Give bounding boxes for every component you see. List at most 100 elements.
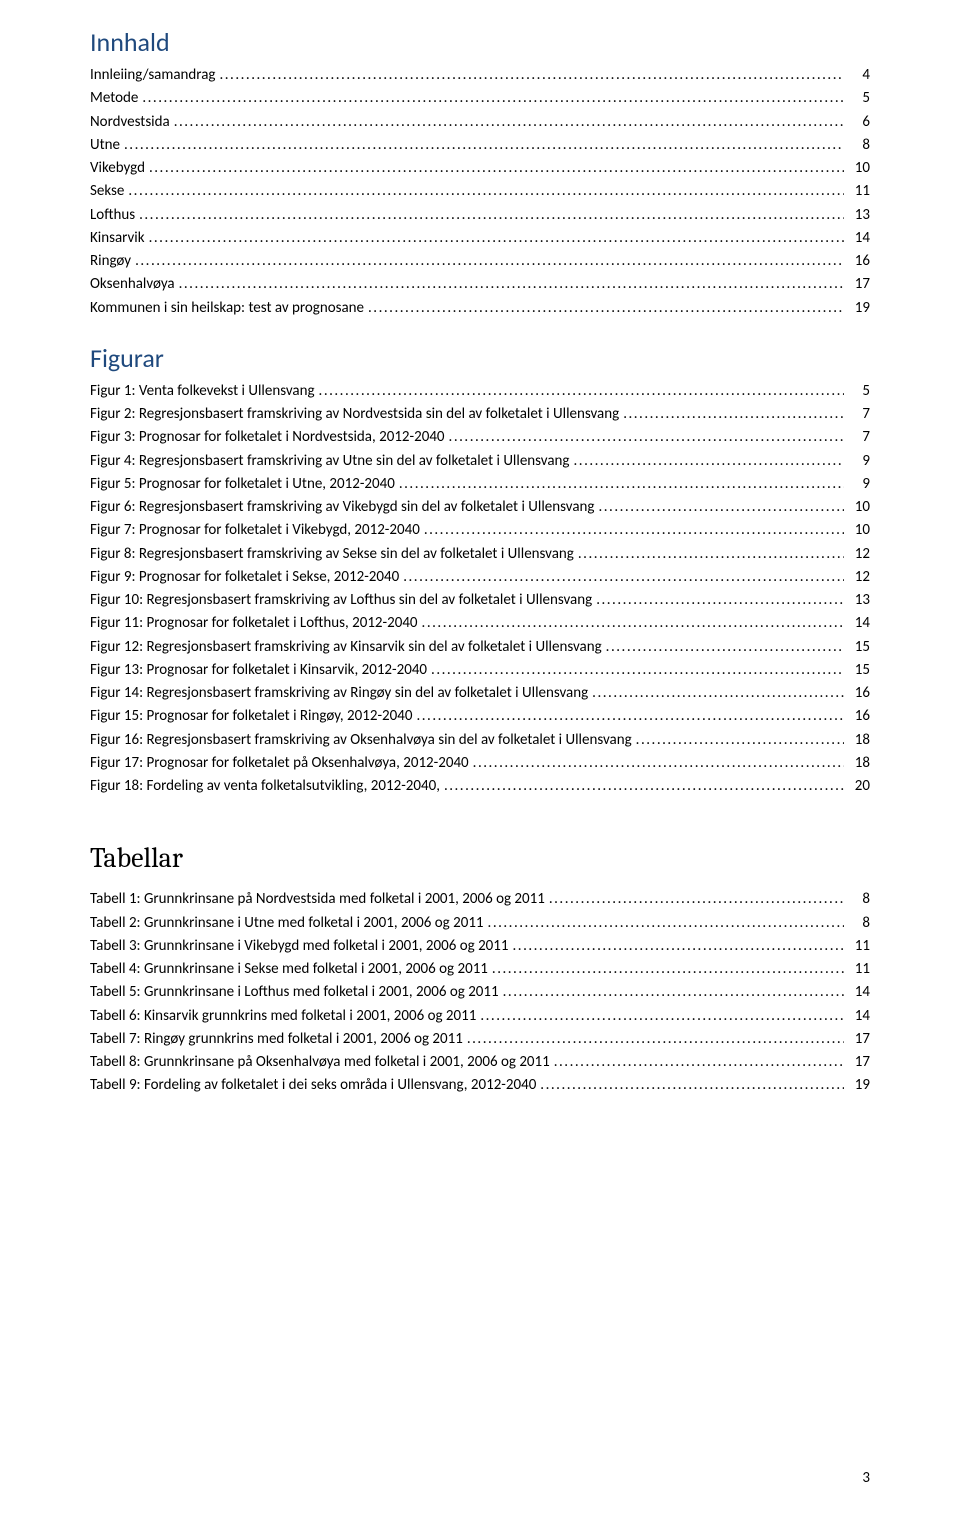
toc-entry[interactable]: Figur 11: Prognosar for folketalet i Lof…	[90, 612, 870, 635]
toc-entry[interactable]: Nordvestsida6	[90, 111, 870, 134]
toc-entry[interactable]: Kommunen i sin heilskap: test av prognos…	[90, 297, 870, 320]
toc-leader	[503, 981, 844, 1004]
toc-entry[interactable]: Tabell 2: Grunnkrinsane i Utne med folke…	[90, 912, 870, 935]
toc-entry[interactable]: Figur 10: Regresjonsbasert framskriving …	[90, 589, 870, 612]
page-number: 3	[862, 1469, 870, 1487]
toc-entry-label: Tabell 2: Grunnkrinsane i Utne med folke…	[90, 912, 484, 935]
toc-entry-page: 7	[848, 426, 870, 449]
toc-entry[interactable]: Tabell 7: Ringøy grunnkrins med folketal…	[90, 1028, 870, 1051]
toc-entry-label: Utne	[90, 134, 120, 157]
toc-entry-page: 9	[848, 450, 870, 473]
toc-entry-page: 8	[848, 134, 870, 157]
toc-leader	[492, 958, 844, 981]
toc-entry-page: 17	[848, 273, 870, 296]
toc-entry[interactable]: Tabell 1: Grunnkrinsane på Nordvestsida …	[90, 888, 870, 911]
toc-entry[interactable]: Figur 7: Prognosar for folketalet i Vike…	[90, 519, 870, 542]
toc-entry-label: Figur 4: Regresjonsbasert framskriving a…	[90, 450, 570, 473]
toc-entry[interactable]: Kinsarvik14	[90, 227, 870, 250]
toc-entry-label: Ringøy	[90, 250, 131, 273]
heading-innhald: Innhald	[90, 26, 870, 58]
toc-entry[interactable]: Figur 1: Venta folkevekst i Ullensvang5	[90, 380, 870, 403]
toc-leader	[488, 912, 844, 935]
toc-leader	[319, 380, 844, 403]
heading-figurar: Figurar	[90, 342, 870, 374]
toc-entry[interactable]: Figur 16: Regresjonsbasert framskriving …	[90, 729, 870, 752]
toc-entry[interactable]: Figur 18: Fordeling av venta folketalsut…	[90, 775, 870, 798]
toc-entry-page: 14	[848, 1005, 870, 1028]
toc-entry-label: Tabell 6: Kinsarvik grunnkrins med folke…	[90, 1005, 476, 1028]
toc-entry-label: Vikebygd	[90, 157, 145, 180]
toc-entry-label: Figur 16: Regresjonsbasert framskriving …	[90, 729, 632, 752]
toc-entry[interactable]: Metode5	[90, 87, 870, 110]
toc-entry[interactable]: Tabell 8: Grunnkrinsane på Oksenhalvøya …	[90, 1051, 870, 1074]
toc-entry-page: 13	[848, 589, 870, 612]
toc-entry-label: Innleiing/samandrag	[90, 64, 215, 87]
toc-entry-label: Figur 3: Prognosar for folketalet i Nord…	[90, 426, 445, 449]
toc-entry[interactable]: Figur 2: Regresjonsbasert framskriving a…	[90, 403, 870, 426]
toc-entry-label: Figur 2: Regresjonsbasert framskriving a…	[90, 403, 619, 426]
toc-entry[interactable]: Figur 12: Regresjonsbasert framskriving …	[90, 636, 870, 659]
toc-entry-page: 5	[848, 380, 870, 403]
toc-entry-label: Tabell 3: Grunnkrinsane i Vikebygd med f…	[90, 935, 509, 958]
toc-entry-page: 16	[848, 705, 870, 728]
toc-entry-label: Figur 10: Regresjonsbasert framskriving …	[90, 589, 592, 612]
toc-entry-label: Figur 6: Regresjonsbasert framskriving a…	[90, 496, 594, 519]
toc-entry[interactable]: Figur 3: Prognosar for folketalet i Nord…	[90, 426, 870, 449]
toc-entry[interactable]: Tabell 6: Kinsarvik grunnkrins med folke…	[90, 1005, 870, 1028]
toc-leader	[592, 682, 844, 705]
toc-entry[interactable]: Tabell 3: Grunnkrinsane i Vikebygd med f…	[90, 935, 870, 958]
heading-tabellar: Tabellar	[90, 842, 870, 874]
toc-entry[interactable]: Figur 14: Regresjonsbasert framskriving …	[90, 682, 870, 705]
toc-entry-label: Figur 11: Prognosar for folketalet i Lof…	[90, 612, 418, 635]
toc-entry[interactable]: Figur 4: Regresjonsbasert framskriving a…	[90, 450, 870, 473]
toc-entry[interactable]: Vikebygd 10	[90, 157, 870, 180]
toc-entry-label: Figur 8: Regresjonsbasert framskriving a…	[90, 543, 574, 566]
toc-entry-page: 18	[848, 729, 870, 752]
toc-entry[interactable]: Tabell 4: Grunnkrinsane i Sekse med folk…	[90, 958, 870, 981]
toc-entry[interactable]: Figur 9: Prognosar for folketalet i Seks…	[90, 566, 870, 589]
toc-entry-page: 10	[848, 519, 870, 542]
toc-entry[interactable]: Tabell 5: Grunnkrinsane i Lofthus med fo…	[90, 981, 870, 1004]
toc-entry-page: 15	[848, 659, 870, 682]
toc-entry-page: 9	[848, 473, 870, 496]
toc-entry-label: Figur 5: Prognosar for folketalet i Utne…	[90, 473, 395, 496]
toc-entry[interactable]: Lofthus13	[90, 204, 870, 227]
toc-entry[interactable]: Figur 5: Prognosar for folketalet i Utne…	[90, 473, 870, 496]
toc-entry[interactable]: Innleiing/samandrag4	[90, 64, 870, 87]
toc-entry-page: 14	[848, 227, 870, 250]
toc-entry[interactable]: Oksenhalvøya17	[90, 273, 870, 296]
toc-entry-page: 17	[848, 1028, 870, 1051]
toc-entry-page: 11	[848, 180, 870, 203]
toc-leader	[422, 612, 844, 635]
toc-leader	[549, 888, 844, 911]
toc-entry[interactable]: Ringøy 16	[90, 250, 870, 273]
toc-entry[interactable]: Utne 8	[90, 134, 870, 157]
toc-entry[interactable]: Figur 15: Prognosar for folketalet i Rin…	[90, 705, 870, 728]
toc-entry[interactable]: Figur 6: Regresjonsbasert framskriving a…	[90, 496, 870, 519]
toc-leader	[480, 1005, 844, 1028]
toc-entry-label: Figur 9: Prognosar for folketalet i Seks…	[90, 566, 399, 589]
toc-entry[interactable]: Sekse11	[90, 180, 870, 203]
toc-entry[interactable]: Figur 17: Prognosar for folketalet på Ok…	[90, 752, 870, 775]
toc-entry-label: Nordvestsida	[90, 111, 170, 134]
toc-leader	[179, 273, 844, 296]
toc-innhald: Innleiing/samandrag4Metode5Nordvestsida6…	[90, 64, 870, 320]
toc-leader	[473, 752, 844, 775]
toc-leader	[128, 180, 844, 203]
toc-leader	[416, 705, 844, 728]
toc-entry-page: 14	[848, 612, 870, 635]
toc-entry[interactable]: Figur 8: Regresjonsbasert framskriving a…	[90, 543, 870, 566]
toc-entry-label: Tabell 8: Grunnkrinsane på Oksenhalvøya …	[90, 1051, 550, 1074]
toc-entry-label: Figur 17: Prognosar for folketalet på Ok…	[90, 752, 469, 775]
toc-entry[interactable]: Figur 13: Prognosar for folketalet i Kin…	[90, 659, 870, 682]
toc-entry-page: 10	[848, 157, 870, 180]
toc-leader	[574, 450, 845, 473]
toc-entry-page: 20	[848, 775, 870, 798]
toc-leader	[149, 157, 844, 180]
toc-entry[interactable]: Tabell 9: Fordeling av folketalet i dei …	[90, 1074, 870, 1097]
toc-entry-page: 16	[848, 250, 870, 273]
toc-entry-label: Figur 7: Prognosar for folketalet i Vike…	[90, 519, 420, 542]
toc-leader	[424, 519, 844, 542]
toc-leader	[431, 659, 844, 682]
toc-entry-page: 11	[848, 958, 870, 981]
